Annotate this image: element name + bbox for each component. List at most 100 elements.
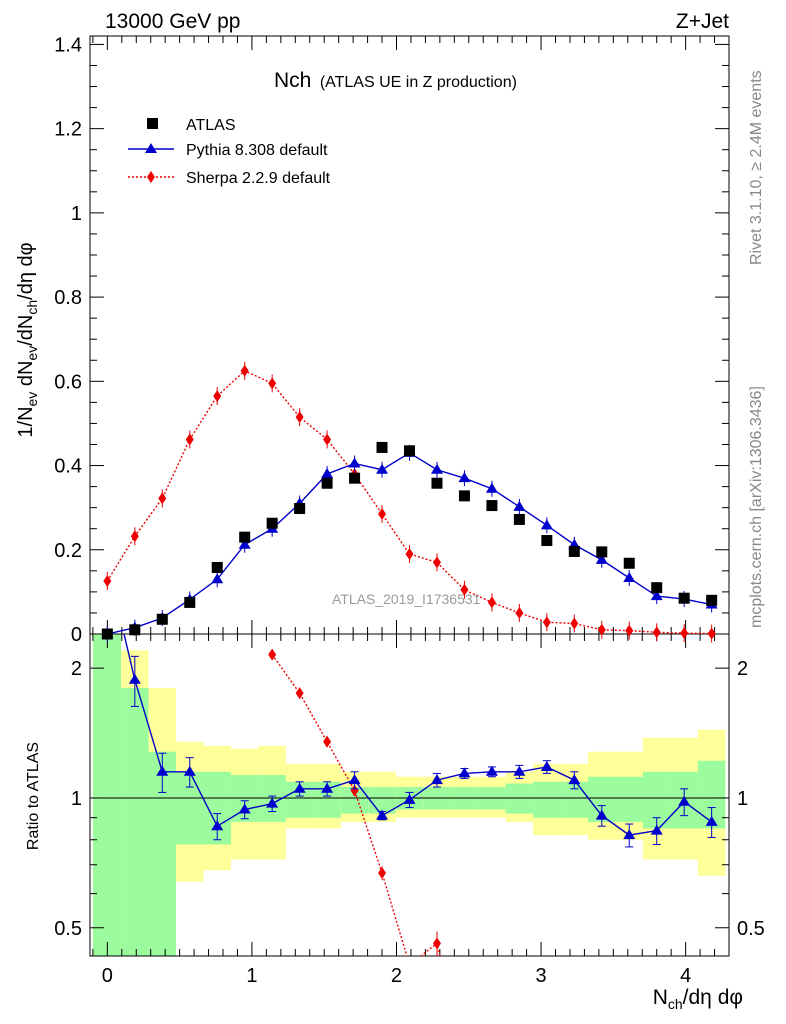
pythia-point (430, 463, 443, 474)
main-y-tick-label: 1.4 (54, 34, 82, 56)
pythia-ratio-point (678, 795, 691, 806)
inner-band-bin (533, 781, 561, 818)
pythia-ratio-point (458, 767, 471, 778)
sherpa-point (625, 624, 634, 637)
sherpa-point (323, 433, 332, 446)
atlas-point (129, 624, 141, 636)
main-y-tick-label: 0.8 (54, 287, 82, 309)
atlas-point (404, 445, 415, 457)
pythia-point (540, 519, 553, 530)
main-y-tick-label: 0 (71, 624, 82, 646)
pythia-ratio-point (485, 765, 498, 776)
pythia-point (376, 463, 389, 474)
atlas-point (623, 557, 635, 569)
pythia-point (348, 457, 361, 468)
sherpa-point (652, 626, 661, 639)
analysis-watermark: ATLAS_2019_I1736531 (332, 591, 481, 607)
atlas-point (294, 503, 306, 515)
sherpa-ratio-point (432, 937, 441, 950)
inner-band-bin (92, 634, 122, 956)
sherpa-ratio-line (271, 654, 441, 956)
pythia-ratio-point (403, 793, 416, 804)
atlas-point (101, 628, 113, 640)
pythia-ratio-point (376, 809, 389, 820)
sherpa-point (597, 623, 606, 636)
atlas-point (349, 472, 361, 484)
main-y-tick-label: 1 (71, 203, 82, 225)
pythia-ratio-point (183, 765, 196, 776)
main-y-tick-label: 0.6 (54, 371, 82, 393)
atlas-point (486, 500, 498, 512)
pythia-ratio-point (650, 824, 663, 835)
sherpa-line (106, 369, 712, 635)
sherpa-point (268, 377, 277, 390)
rivet-info: Rivet 3.1.10, ≥ 2.4M events (748, 70, 765, 265)
sherpa-point (542, 616, 551, 629)
inner-band-bin (505, 783, 534, 814)
atlas-point (184, 596, 196, 608)
pythia-ratio-point (348, 774, 361, 785)
x-tick-label: 3 (535, 965, 546, 987)
sherpa-point (487, 596, 496, 609)
pythia-ratio-point (595, 809, 608, 820)
pythia-ratio-point (321, 782, 334, 793)
plot-title-main: Nch (274, 69, 311, 92)
sherpa-point (240, 364, 249, 377)
sherpa-point (707, 627, 716, 640)
sherpa-point (680, 627, 689, 640)
pythia-point (650, 590, 663, 601)
sherpa-point (378, 507, 387, 520)
pythia-ratio-point (430, 774, 443, 785)
sherpa-point (570, 617, 579, 630)
atlas-point (706, 594, 718, 606)
sherpa-point (405, 547, 414, 560)
ratio-plot-frame (89, 633, 730, 957)
atlas-point (568, 545, 580, 557)
plot-title: Nch (ATLAS UE in Z production) (274, 69, 517, 92)
atlas-point (211, 561, 223, 573)
pythia-point (513, 500, 526, 511)
pythia-ratio-point (293, 782, 306, 793)
sherpa-ratio-point (350, 784, 359, 797)
pythia-point (321, 467, 334, 478)
x-axis-label: Nch/dη dφ (653, 986, 743, 1012)
legend-pythia-label: Pythia 8.308 default (186, 142, 328, 159)
header-energy: 13000 GeV pp (105, 10, 240, 33)
legend-sherpa-label: Sherpa 2.2.9 default (186, 170, 331, 187)
pythia-ratio-point (513, 765, 526, 776)
x-tick-label: 1 (246, 965, 257, 987)
x-tick-label: 2 (391, 965, 402, 987)
atlas-point (513, 513, 525, 525)
main-y-axis-label: 1/Nev dNev/dNch/dη dφ (15, 242, 40, 437)
ratio-y-tick-label: 2 (71, 658, 82, 680)
atlas-point (156, 613, 168, 625)
atlas-point (266, 517, 278, 529)
sherpa-ratio-point (295, 687, 304, 700)
sherpa-ratio-point (268, 648, 277, 661)
ratio-y-tick-label-right: 0.5 (737, 918, 765, 940)
pythia-point (238, 538, 251, 549)
inner-band-bin (368, 787, 396, 814)
pythia-ratio-point (540, 760, 553, 771)
sherpa-point (130, 530, 139, 543)
x-tick-label: 4 (680, 965, 691, 987)
pythia-ratio-point (128, 673, 141, 684)
inner-band-bin (121, 687, 149, 956)
header-process: Z+Jet (676, 10, 729, 33)
pythia-point (485, 482, 498, 493)
pythia-ratio-point (238, 803, 251, 814)
sherpa-point (432, 556, 441, 569)
sherpa-point (213, 390, 222, 403)
pythia-point (458, 472, 471, 483)
sherpa-ratio-point (378, 866, 387, 879)
legend-atlas-label: ATLAS (186, 117, 236, 134)
atlas-point (541, 535, 553, 547)
sherpa-point (103, 574, 112, 587)
sherpa-point (460, 583, 469, 596)
pythia-ratio-point (568, 774, 581, 785)
mcplots-info: mcplots.cern.ch [arXiv:1306.3436] (748, 386, 765, 628)
ratio-y-tick-label-right: 2 (737, 658, 748, 680)
main-y-tick-label: 1.2 (54, 119, 82, 141)
atlas-point (239, 531, 251, 543)
